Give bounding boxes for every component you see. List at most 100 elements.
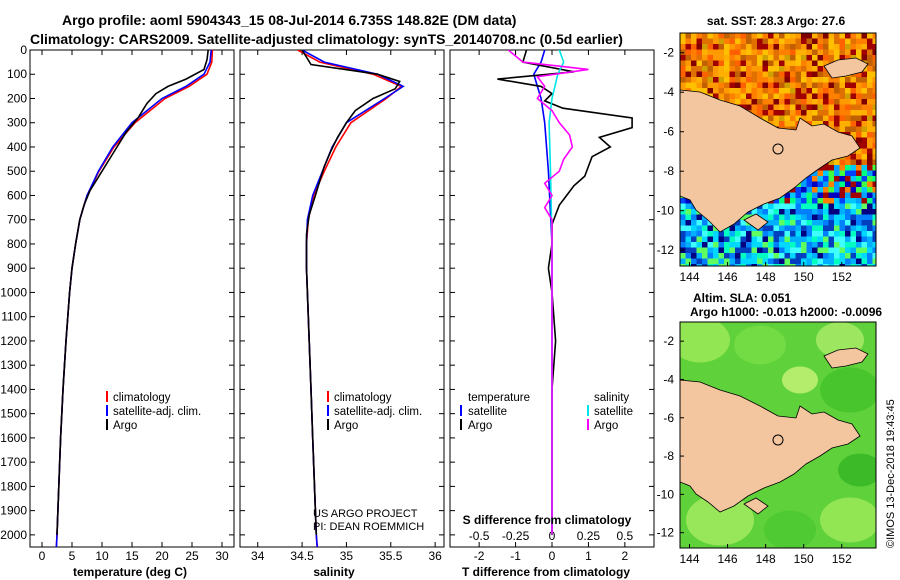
sst-cell [718, 82, 725, 89]
sla-blob [764, 510, 816, 548]
sst-cell [839, 203, 846, 210]
sst-cell [823, 60, 829, 67]
sst-cell [724, 242, 730, 248]
depth-tick-label: 1200 [0, 334, 27, 348]
depth-tick-label: 1800 [0, 479, 27, 493]
sst-cell [790, 93, 796, 100]
legend-label: Argo [468, 420, 492, 432]
sst-cell [834, 44, 840, 50]
sst-cell [812, 253, 818, 259]
sst-cell [784, 49, 791, 56]
sst-cell [729, 247, 736, 254]
sst-cell [718, 236, 725, 243]
sst-cell [757, 77, 763, 83]
sst-cell [762, 33, 769, 39]
sst-cell [784, 60, 791, 67]
sst-cell [806, 209, 813, 215]
sst-cell [713, 242, 719, 248]
sst-cell [823, 225, 829, 232]
sst-cell [872, 209, 876, 215]
sst-cell [790, 115, 796, 122]
sst-cell [845, 77, 851, 83]
sst-cell [850, 104, 857, 111]
sst-cell [784, 236, 791, 243]
depth-tick-label: 600 [7, 188, 27, 202]
sst-cell [740, 99, 747, 105]
depth-tick-label: 1700 [0, 455, 27, 469]
sst-cell [729, 33, 736, 39]
sst-cell [784, 38, 791, 45]
sst-cell [806, 242, 813, 248]
sst-cell [806, 181, 813, 188]
sst-cell [680, 33, 686, 39]
sst-cell [806, 93, 813, 100]
sst-cell [828, 44, 835, 50]
sst-cell [867, 55, 873, 61]
sst-cell [839, 115, 846, 122]
sst-cell [845, 49, 851, 56]
sst-cell [746, 49, 752, 56]
sst-cell [872, 44, 876, 50]
sst-cell [757, 66, 763, 72]
sst-cell [806, 44, 813, 50]
sst-cell [790, 66, 796, 72]
sst-cell [812, 192, 818, 199]
sst-cell [773, 110, 780, 116]
sst-cell [806, 55, 813, 61]
x-tick-label: 0.5 [617, 529, 634, 543]
sst-cell [861, 231, 868, 237]
sst-cell [685, 198, 692, 204]
legend-label: satellite-adj. clim. [334, 406, 422, 418]
sst-cell [740, 214, 747, 221]
sst-cell [691, 88, 697, 94]
map-lon-label: 152 [832, 270, 852, 284]
depth-tick-label: 1900 [0, 504, 27, 518]
sst-cell [718, 93, 725, 100]
sst-cell [790, 242, 796, 248]
sst-cell [812, 99, 818, 105]
sst-cell [806, 60, 813, 67]
map-lat-label: -2 [663, 334, 674, 348]
sst-cell [790, 71, 796, 78]
sst-cell [784, 82, 791, 89]
sst-cell [861, 198, 868, 204]
sst-cell [729, 258, 736, 265]
sst-cell [718, 77, 725, 83]
sst-cell [801, 203, 807, 210]
sst-cell [729, 88, 736, 94]
sst-cell [839, 104, 846, 111]
sst-cell [861, 77, 868, 83]
sst-cell [867, 209, 873, 215]
sst-cell [817, 247, 824, 254]
sst-cell [850, 88, 857, 94]
sst-cell [856, 137, 862, 144]
series-line-temperature-argo [497, 50, 633, 535]
island [743, 497, 769, 515]
sst-cell [702, 66, 708, 72]
sst-cell [746, 82, 752, 89]
sst-cell [795, 187, 802, 193]
sst-cell [795, 33, 802, 39]
sst-cell [779, 209, 785, 215]
map-lon-label: 150 [794, 270, 814, 284]
sst-cell [784, 44, 791, 50]
sst-cell [707, 60, 714, 67]
sst-cell [817, 176, 824, 182]
sst-cell [845, 93, 851, 100]
sst-cell [707, 264, 714, 266]
sst-cell [680, 258, 686, 265]
difference-legend: temperature salinity satellite Argo sate… [460, 392, 633, 432]
depth-tick-label: 400 [7, 140, 27, 154]
temperature-series [55, 50, 214, 547]
sst-cell [801, 66, 807, 72]
sla-map-subtitle: Argo h1000: -0.013 h2000: -0.0096 [690, 305, 882, 319]
sst-cell [828, 33, 835, 39]
map-lon-label: 150 [794, 552, 814, 566]
sst-cell [696, 88, 703, 94]
sst-cell [740, 88, 747, 94]
sst-cell [707, 33, 714, 39]
salinity-legend: climatology satellite-adj. clim. Argo [327, 391, 422, 432]
sst-cell [685, 231, 692, 237]
sst-cell [856, 192, 862, 199]
sst-cell [828, 253, 835, 259]
